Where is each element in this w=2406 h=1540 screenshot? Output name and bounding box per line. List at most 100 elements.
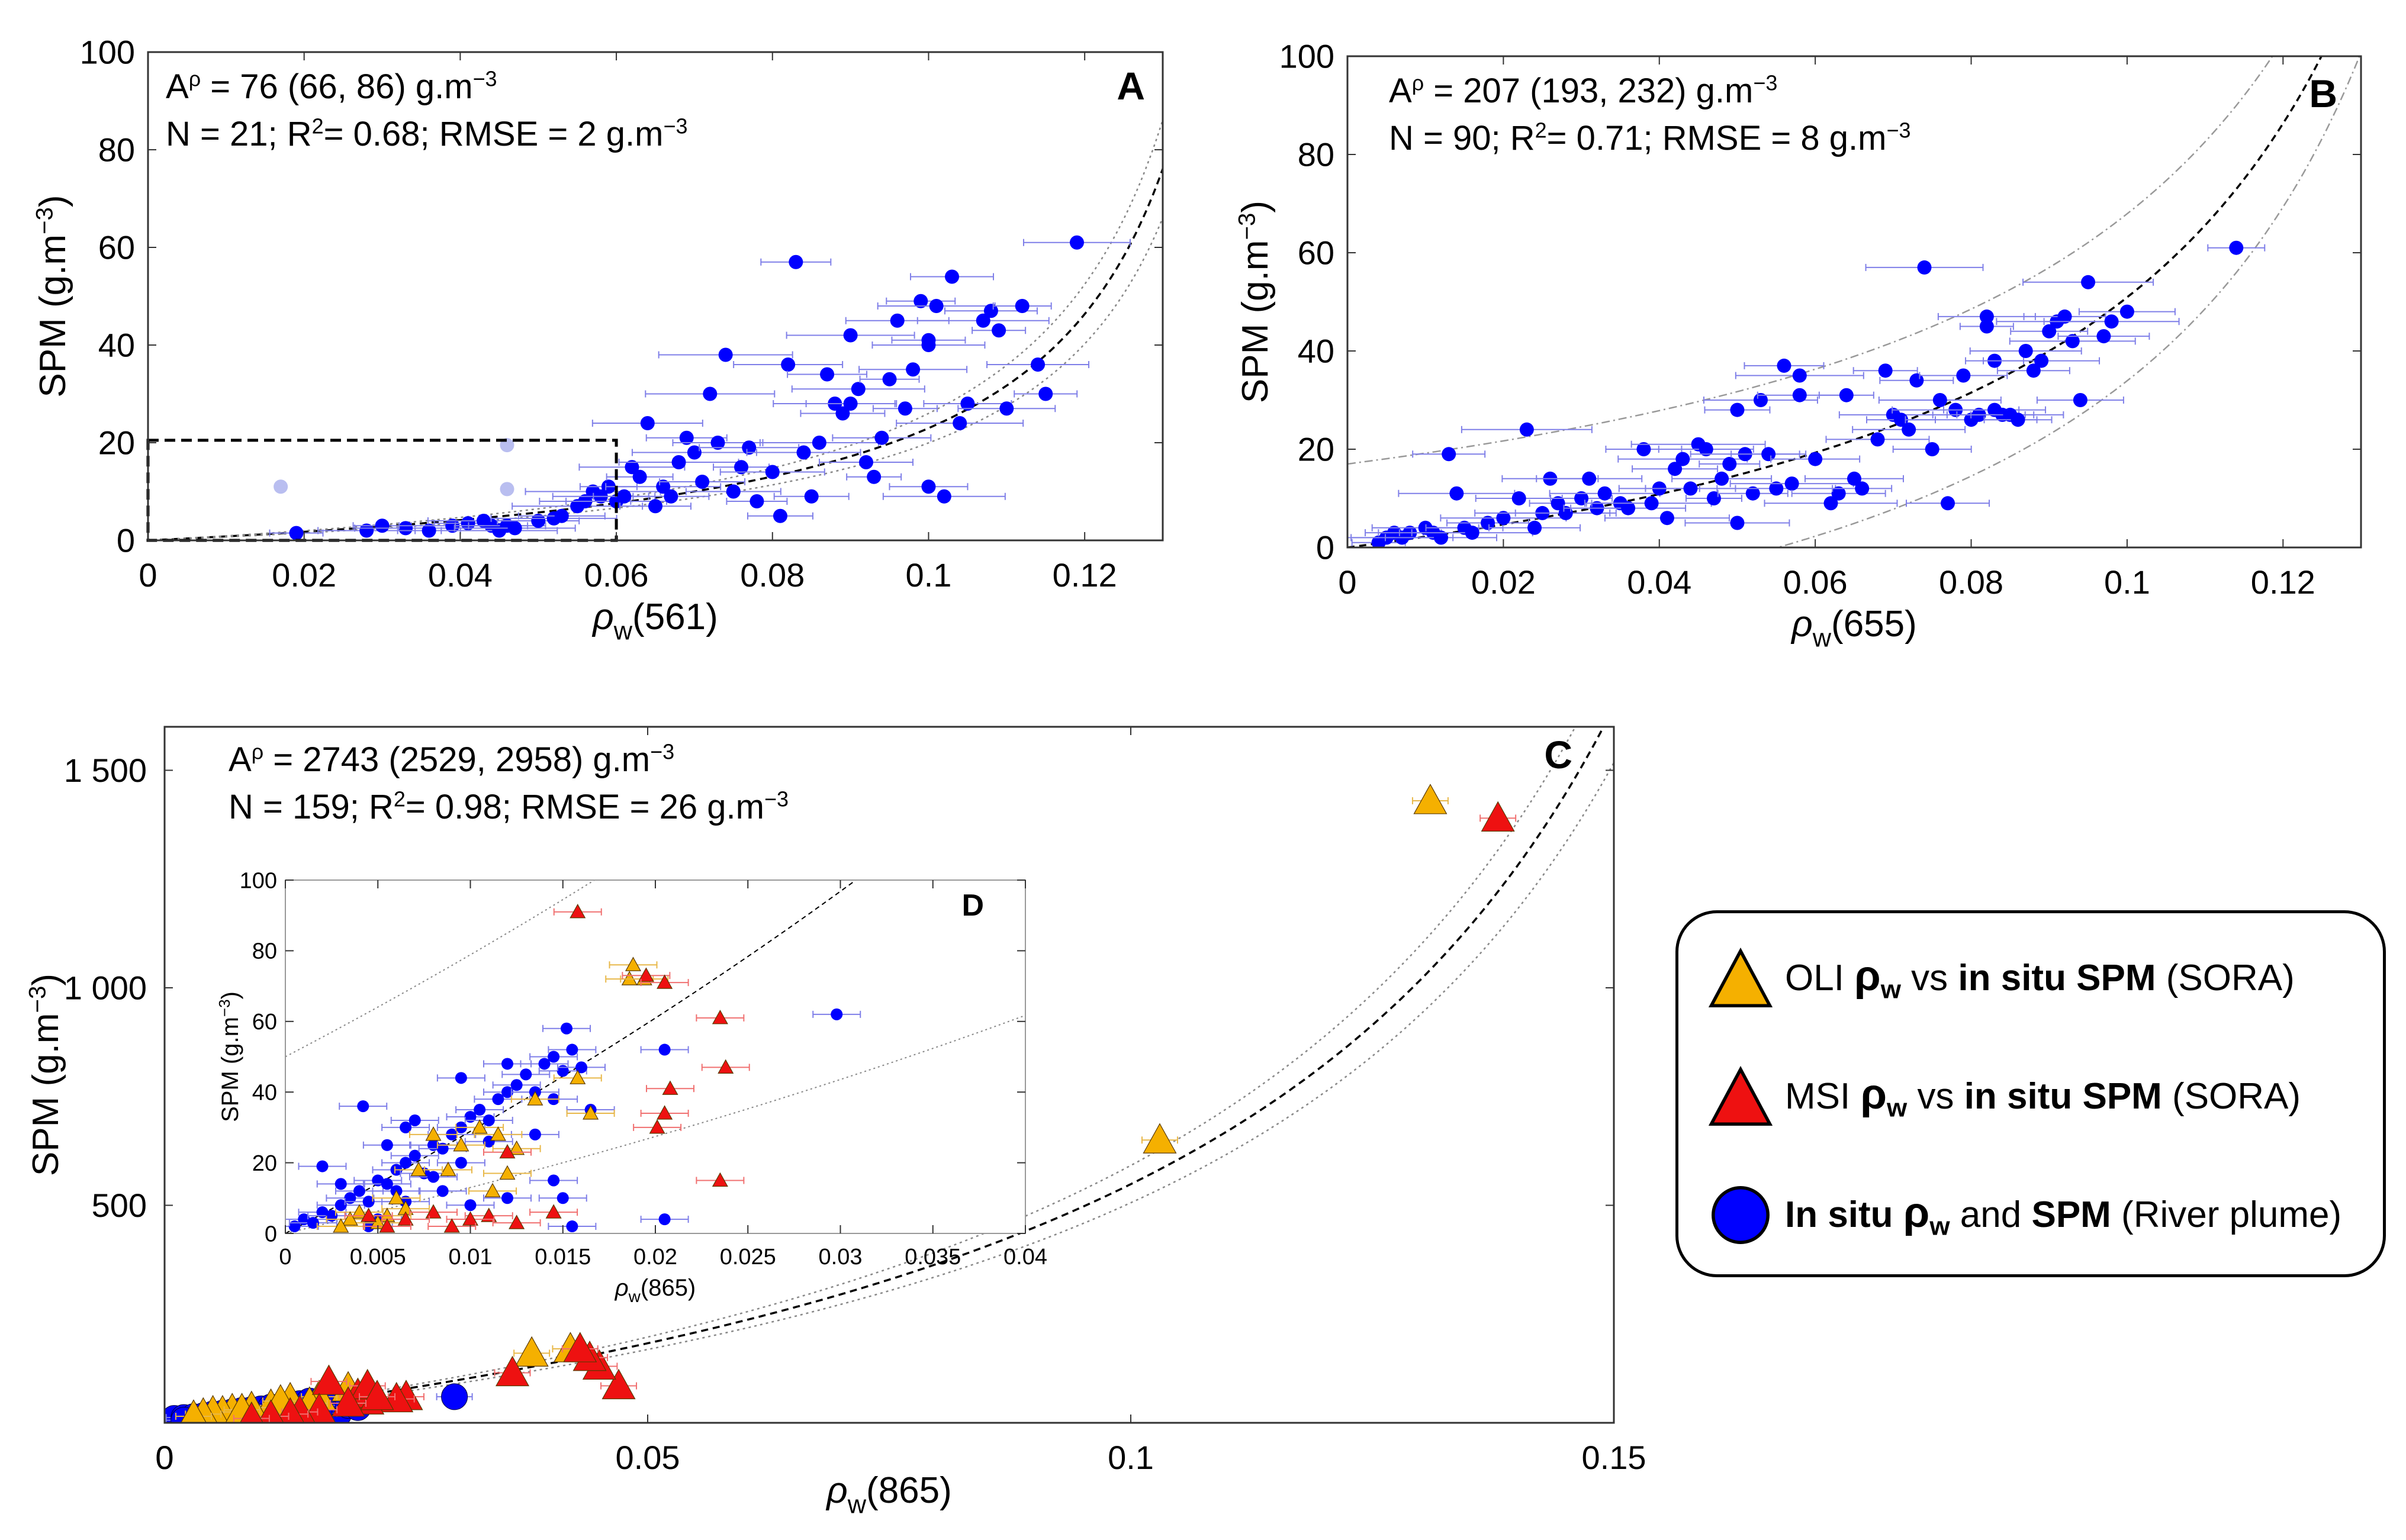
y-tick-label-d-0: 0: [265, 1222, 277, 1246]
y-tick-label-d-4: 80: [252, 939, 277, 964]
data-point-ab-57: [1879, 363, 1893, 378]
data-point-aa-51: [851, 382, 866, 396]
data-point-aa-73: [1031, 357, 1045, 372]
annotation-a-c: A: [229, 740, 252, 779]
data-point-ab-50: [1808, 452, 1822, 466]
y-axis-label-a: SPM (g.m−3): [31, 195, 73, 397]
data-point-ab-11: [1465, 526, 1479, 540]
data-point-river-plume-28: [548, 1051, 559, 1063]
y-label-exp-b: −3: [1233, 213, 1260, 240]
y-label-exp-d: −3: [215, 999, 233, 1017]
y-label-main-a: SPM (g.m: [33, 234, 73, 398]
x-tick-label-a-5: 0.1: [906, 556, 952, 594]
y-label-close-a: ): [33, 195, 73, 207]
x-tick-label-d-4: 0.02: [633, 1245, 677, 1270]
data-point-ab-77: [2019, 344, 2033, 358]
data-point-river-plume-29: [557, 1065, 569, 1077]
data-point-aa-52: [859, 455, 873, 469]
data-point-aa-66: [953, 416, 967, 430]
x-tick-label-b-3: 0.06: [1783, 563, 1848, 601]
legend-marker-river-plume-shape: [1713, 1188, 1768, 1242]
data-point-river-plume-35: [831, 1009, 842, 1020]
y-tick-label-b-0: 0: [1316, 529, 1334, 566]
legend-item-msi: MSI ρw vs in situ SPM (SORA): [1708, 1061, 2301, 1132]
data-point-aa-43: [797, 446, 811, 460]
y-tick-label-a-3: 60: [98, 229, 135, 266]
data-point-aa-74: [1038, 387, 1053, 401]
data-point-aa-34: [719, 348, 733, 362]
data-point-aa-27: [664, 489, 678, 504]
panel-label-a: A: [1117, 64, 1145, 108]
data-point-aa-35: [726, 485, 741, 499]
data-point-river-plume-41: [465, 1199, 477, 1211]
data-point-ab-47: [1785, 476, 1799, 491]
x-label-sub-d: w: [628, 1287, 641, 1306]
data-point-ab-46: [1777, 359, 1791, 373]
excluded-point-2: [500, 482, 514, 496]
data-point-aa-39: [765, 465, 780, 479]
panel-label-c: C: [1544, 733, 1572, 777]
data-point-aa-42: [789, 255, 803, 269]
y-tick-label-b-1: 20: [1298, 431, 1334, 468]
legend: OLI ρw vs in situ SPM (SORA) MSI ρw vs i…: [1675, 910, 2386, 1277]
x-axis-label-a: ρw(561): [591, 597, 718, 645]
stats-pre-a: N = 21; R: [166, 115, 312, 153]
data-point-river-plume-55: [455, 1072, 467, 1084]
y-label-close-c: ): [25, 974, 66, 986]
x-tick-label-d-1: 0.005: [350, 1245, 406, 1270]
data-point-ab-56: [1871, 432, 1885, 446]
annotation-fit-c: Aρ = 2743 (2529, 2958) g.m−3: [229, 740, 674, 779]
x-label-sub-c: w: [847, 1490, 867, 1519]
data-point-aa-62: [929, 299, 944, 313]
x-tick-label-b-1: 0.02: [1471, 563, 1536, 601]
data-point-river-plume-21: [483, 1114, 495, 1126]
data-point-ab-67: [1956, 369, 1970, 383]
x-label-sub-b: w: [1812, 624, 1832, 652]
data-point-aa-28: [672, 455, 686, 469]
data-point-ab-63: [1925, 442, 1939, 456]
x-tick-label-c-3: 0.15: [1582, 1439, 1646, 1476]
data-point-ab-37: [1715, 472, 1729, 486]
legend-marker-oli: [1708, 946, 1773, 1011]
stats-mid-a: = 0.68; RMSE = 2 g.m: [324, 115, 664, 153]
figure: 0 0.02 0.04 0.06 0.08 0.1 0.12020406080100ρw(5…: [0, 0, 2406, 1540]
data-point-aa-3: [398, 521, 413, 535]
data-point-aa-65: [945, 270, 959, 284]
data-point-river-plume-45: [566, 1220, 578, 1232]
data-point-aa-61: [921, 333, 935, 347]
y-label-close-b: ): [1235, 201, 1276, 213]
x-tick-label-c-1: 0.05: [616, 1439, 680, 1476]
x-tick-label-d-8: 0.04: [1003, 1245, 1047, 1270]
legend-marker-msi-shape: [1712, 1069, 1770, 1124]
annotation-a-b: A: [1389, 72, 1412, 110]
legend-marker-oli-shape: [1712, 951, 1770, 1006]
x-tick-label-a-2: 0.04: [428, 556, 493, 594]
data-point-ab-85: [2081, 275, 2095, 289]
y-tick-label-a-4: 80: [98, 131, 135, 169]
y-tick-label-a-5: 100: [80, 34, 135, 71]
data-point-aa-55: [883, 372, 897, 386]
data-point-river-plume-20: [442, 1384, 468, 1410]
panel-b: 0 0.02 0.04 0.06 0.08 0.1 0.12020406080100ρw(6…: [1233, 0, 2361, 652]
data-point-aa-14: [555, 509, 569, 523]
panel-a: 0 0.02 0.04 0.06 0.08 0.1 0.12020406080100ρw(5…: [31, 34, 1163, 646]
data-point-aa-23: [633, 470, 647, 484]
data-point-ab-14: [1512, 491, 1526, 505]
stats-r2-a: 2: [312, 114, 324, 138]
panel-d: 0 0.005 0.01 0.015 0.02 0.025 0.03 0.035 0.04020…: [215, 572, 1047, 1306]
data-point-aa-54: [874, 431, 889, 445]
legend-text-oli: OLI ρw vs in situ SPM (SORA): [1785, 952, 2295, 1004]
data-point-ab-76: [2011, 413, 2025, 427]
x-tick-label-d-7: 0.035: [905, 1245, 961, 1270]
data-point-aa-32: [703, 387, 717, 401]
y-tick-label-c-1: 1 000: [64, 969, 147, 1007]
data-point-river-plume-38: [381, 1139, 393, 1151]
y-label-main-d: SPM (g.m: [217, 1017, 243, 1122]
data-point-ab-49: [1793, 369, 1807, 383]
data-point-ab-48: [1793, 388, 1807, 402]
y-tick-label-d-5: 100: [240, 868, 277, 893]
data-point-river-plume-56: [501, 1058, 513, 1069]
data-point-river-plume-30: [561, 1023, 572, 1035]
data-point-aa-49: [844, 328, 858, 343]
stats-exp-a: −3: [663, 114, 687, 138]
